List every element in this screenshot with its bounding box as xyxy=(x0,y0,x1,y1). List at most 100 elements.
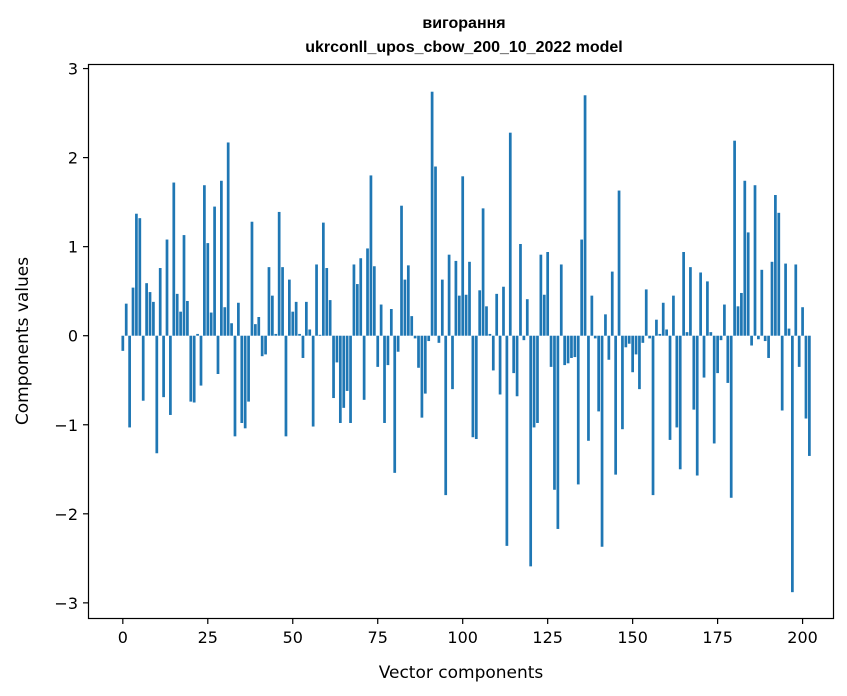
bar xyxy=(400,205,403,336)
bar xyxy=(254,324,257,336)
bar xyxy=(328,300,332,336)
bar xyxy=(634,335,638,355)
bar xyxy=(590,295,594,336)
bar xyxy=(274,333,278,336)
bar xyxy=(141,335,145,401)
y-tick-label: 3 xyxy=(68,60,78,79)
bar xyxy=(186,300,189,336)
bar xyxy=(549,335,553,367)
y-tick-label: 0 xyxy=(68,327,78,346)
bar xyxy=(135,213,138,336)
bar xyxy=(600,335,604,547)
bar xyxy=(203,185,206,336)
bar xyxy=(508,132,512,336)
bar xyxy=(597,335,601,412)
y-axis-label: Components values xyxy=(13,257,33,425)
bar xyxy=(172,182,176,336)
bar xyxy=(770,261,774,336)
bar xyxy=(355,284,359,336)
bar xyxy=(423,335,427,394)
bar xyxy=(206,243,210,336)
bar xyxy=(260,335,264,357)
bar xyxy=(417,335,420,368)
bar xyxy=(723,304,726,336)
bar xyxy=(515,335,519,397)
bar xyxy=(784,263,787,336)
bar xyxy=(621,335,624,430)
bar xyxy=(444,335,448,496)
bar xyxy=(505,335,509,546)
bar xyxy=(699,272,702,336)
bar xyxy=(410,316,414,336)
bar xyxy=(474,335,478,440)
x-tick-label: 175 xyxy=(702,628,733,647)
bar xyxy=(607,335,611,360)
bar xyxy=(614,335,618,475)
bar xyxy=(311,335,315,427)
bar xyxy=(277,211,281,336)
bar xyxy=(740,292,743,336)
bar xyxy=(529,335,533,567)
bar xyxy=(372,266,376,336)
bar xyxy=(158,268,162,336)
bar xyxy=(525,299,529,336)
bar xyxy=(440,279,444,336)
bar xyxy=(335,335,339,363)
chart-title: вигорання xyxy=(422,15,505,32)
bar xyxy=(192,335,196,403)
x-axis-ticks: 0 25 50 75 100 125 150 175 200 xyxy=(118,618,818,647)
bar xyxy=(230,323,233,336)
bar xyxy=(213,206,216,336)
bar xyxy=(777,212,781,336)
bar xyxy=(733,140,736,336)
bar xyxy=(152,301,155,336)
bar xyxy=(743,180,747,336)
bar xyxy=(366,248,369,336)
bar xyxy=(553,335,556,490)
bar xyxy=(495,293,499,336)
bar xyxy=(389,309,393,336)
bar xyxy=(220,180,223,336)
bar xyxy=(223,307,227,336)
bar xyxy=(502,286,505,336)
bar xyxy=(413,335,417,339)
x-tick-label: 150 xyxy=(617,628,648,647)
bar xyxy=(794,264,798,336)
bar xyxy=(763,335,767,342)
bar xyxy=(237,302,240,336)
bar xyxy=(672,295,675,336)
bar xyxy=(593,335,597,339)
bar xyxy=(757,335,760,340)
bar xyxy=(162,335,165,398)
y-tick-label: 2 xyxy=(68,149,78,168)
y-tick-label: 1 xyxy=(68,238,78,257)
bars-group xyxy=(121,91,811,593)
x-tick-label: 0 xyxy=(118,628,128,647)
bar xyxy=(138,218,142,336)
bar xyxy=(182,235,186,336)
bar xyxy=(536,335,539,423)
bar xyxy=(471,335,475,438)
bar xyxy=(583,95,587,336)
bar xyxy=(712,335,716,444)
bar xyxy=(179,311,182,336)
bar xyxy=(804,335,808,419)
bar xyxy=(481,208,485,336)
bar xyxy=(403,279,407,336)
bar xyxy=(539,254,543,336)
bar xyxy=(627,335,631,344)
bar xyxy=(661,302,665,336)
bar xyxy=(457,295,461,336)
bar xyxy=(546,252,550,336)
bar xyxy=(709,332,713,336)
bar xyxy=(791,335,794,593)
bar xyxy=(121,335,125,351)
bar xyxy=(556,335,560,529)
bar xyxy=(491,335,495,371)
bar xyxy=(746,232,750,336)
bar xyxy=(780,335,784,411)
y-tick-label: −2 xyxy=(54,505,78,524)
bar xyxy=(658,333,662,336)
bar xyxy=(145,283,148,336)
bar xyxy=(131,287,135,336)
